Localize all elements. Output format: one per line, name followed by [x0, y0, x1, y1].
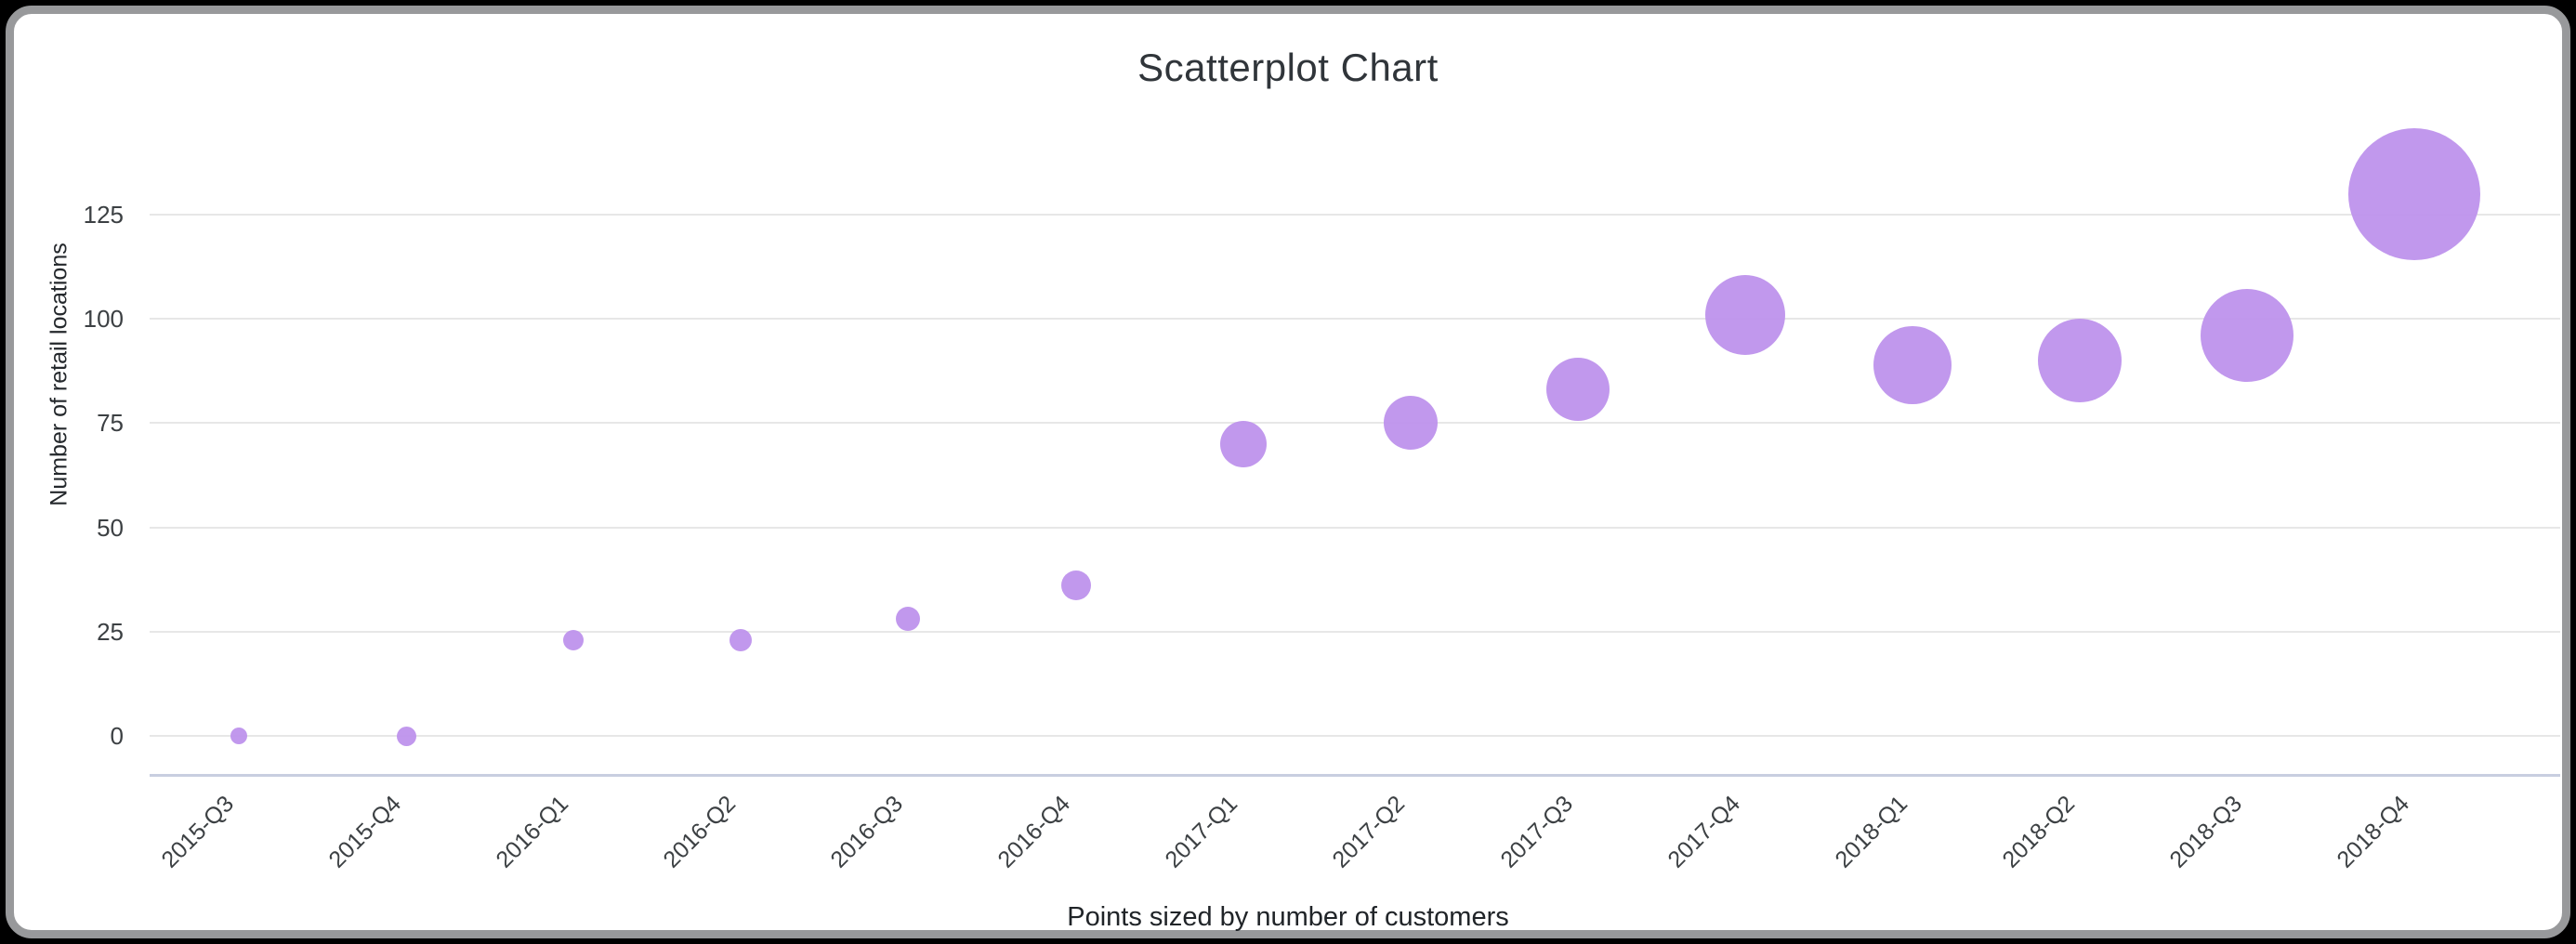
x-tick-label: 2015-Q4	[323, 791, 406, 873]
x-tick-label: 2018-Q4	[2332, 791, 2415, 873]
y-tick-label: 125	[83, 201, 124, 229]
x-tick-label: 2017-Q4	[1663, 791, 1745, 873]
chart-title: Scatterplot Chart	[1137, 46, 1439, 89]
y-tick-label: 75	[97, 409, 124, 438]
x-axis-caption: Points sized by number of customers	[1067, 902, 1509, 932]
gridline	[150, 630, 2560, 633]
x-axis-line	[150, 774, 2560, 777]
scatter-point[interactable]	[896, 607, 921, 632]
y-tick-label: 0	[110, 722, 124, 750]
scatter-point[interactable]	[1545, 358, 1610, 422]
scatter-point[interactable]	[1704, 274, 1785, 355]
y-axis-title: Number of retail locations	[46, 243, 72, 506]
gridline	[150, 422, 2560, 425]
x-tick-label: 2016-Q1	[491, 791, 574, 873]
gridline	[150, 318, 2560, 321]
chart-card: Scatterplot Chart Number of retail locat…	[6, 6, 2570, 938]
scatter-point[interactable]	[1383, 396, 1438, 451]
gridline	[150, 526, 2560, 529]
x-tick-label: 2017-Q2	[1327, 791, 1411, 873]
scatter-point[interactable]	[2201, 289, 2294, 383]
x-tick-label: 2016-Q3	[825, 791, 909, 873]
y-tick-label: 25	[97, 617, 124, 646]
x-tick-label: 2018-Q1	[1830, 791, 1912, 873]
y-tick-label: 50	[97, 513, 124, 542]
scatter-point[interactable]	[563, 629, 585, 650]
scatter-point[interactable]	[729, 628, 753, 651]
scatter-point[interactable]	[1219, 420, 1267, 467]
gridline	[150, 214, 2560, 216]
x-tick-label: 2018-Q3	[2164, 791, 2248, 873]
gridline	[150, 735, 2560, 737]
x-tick-label: 2018-Q2	[1997, 791, 2080, 873]
scatter-point[interactable]	[1060, 570, 1091, 601]
scatter-point[interactable]	[2348, 127, 2481, 260]
x-tick-label: 2015-Q3	[156, 791, 239, 873]
y-tick-label: 100	[83, 305, 124, 334]
x-tick-label: 2017-Q3	[1495, 791, 1578, 873]
x-tick-label: 2016-Q4	[992, 791, 1076, 873]
x-tick-label: 2017-Q1	[1160, 791, 1243, 873]
scatter-point[interactable]	[1873, 325, 1952, 404]
x-tick-label: 2016-Q2	[658, 791, 742, 873]
scatter-point[interactable]	[230, 728, 247, 744]
scatter-point[interactable]	[396, 726, 416, 746]
scatter-point[interactable]	[2038, 319, 2123, 403]
